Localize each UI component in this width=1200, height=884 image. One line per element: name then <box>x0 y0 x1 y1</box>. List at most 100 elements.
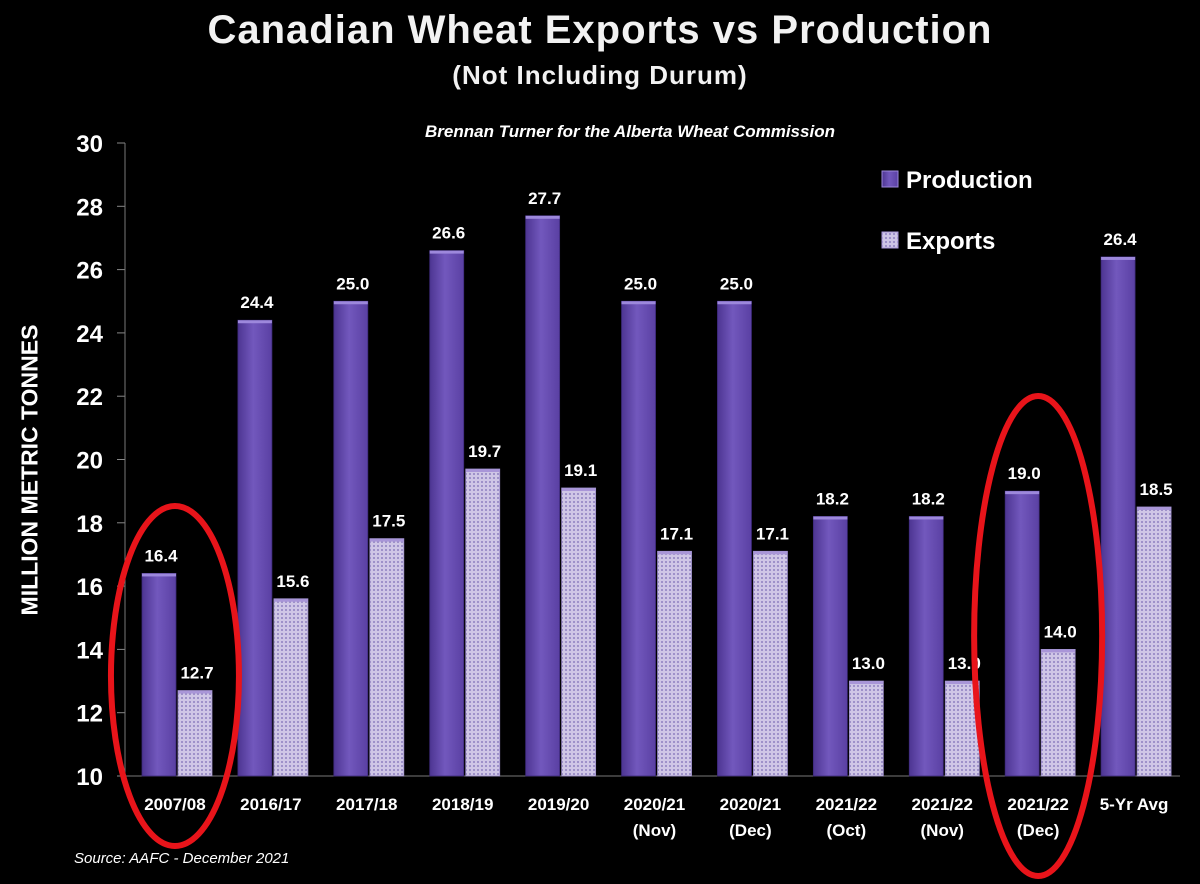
exports-bar-top <box>369 538 404 542</box>
x-tick-label: 2021/22 <box>816 795 877 814</box>
x-tick-label: 2018/19 <box>432 795 493 814</box>
y-tick-label: 24 <box>76 321 103 348</box>
production-value-label: 27.7 <box>528 189 561 208</box>
production-bar-top <box>813 516 848 520</box>
x-tick-label: (Nov) <box>633 821 676 840</box>
exports-value-label: 17.1 <box>756 524 789 543</box>
y-axis: 10 12 14 16 18 20 22 24 26 28 30 <box>76 131 1180 791</box>
exports-value-label: 14.0 <box>1044 622 1077 641</box>
production-bar <box>237 319 273 777</box>
x-tick-label: (Nov) <box>921 821 964 840</box>
chart-subtitle: (Not Including Durum) <box>452 60 748 90</box>
chart-title: Canadian Wheat Exports vs Production <box>207 8 993 52</box>
production-value-label: 18.2 <box>816 489 849 508</box>
y-tick-label: 20 <box>76 448 103 475</box>
highlight-ellipses <box>107 393 1106 879</box>
exports-value-label: 19.7 <box>468 442 501 461</box>
exports-value-label: 13.0 <box>852 654 885 673</box>
exports-bar <box>177 690 213 777</box>
production-value-label: 24.4 <box>240 293 274 312</box>
production-bar-top <box>1101 256 1136 260</box>
x-tick-label: (Dec) <box>729 821 772 840</box>
x-tick-label: 2020/21 <box>624 795 685 814</box>
exports-value-label: 15.6 <box>276 572 309 591</box>
exports-bar-top <box>657 551 692 555</box>
production-bar-top <box>237 320 272 324</box>
y-tick-label: 14 <box>76 637 103 664</box>
highlight-ellipse <box>107 503 242 849</box>
legend-exports-swatch <box>881 231 899 249</box>
exports-bar <box>657 550 692 777</box>
x-tick-label: 2020/21 <box>720 795 781 814</box>
source-note: Source: AAFC - December 2021 <box>74 850 290 867</box>
y-tick-label: 10 <box>76 764 103 791</box>
x-tick-label: 2021/22 <box>912 795 973 814</box>
exports-value-label: 18.5 <box>1140 480 1173 499</box>
production-bar <box>525 215 561 777</box>
exports-value-label: 17.1 <box>660 524 693 543</box>
exports-bar-top <box>1137 506 1172 510</box>
exports-bar-top <box>1041 649 1076 653</box>
exports-bar-top <box>945 681 980 685</box>
legend-production-label: Production <box>906 167 1033 194</box>
exports-bar-top <box>561 487 596 491</box>
highlight-ellipse <box>971 393 1106 879</box>
production-bar-top <box>142 573 176 577</box>
production-value-label: 19.0 <box>1008 464 1041 483</box>
production-value-label: 18.2 <box>912 489 945 508</box>
legend-exports-label: Exports <box>906 228 995 255</box>
x-tick-label: (Oct) <box>826 821 866 840</box>
x-tick-label: 2017/18 <box>336 795 397 814</box>
production-bar-top <box>429 250 464 254</box>
exports-bar-top <box>753 551 788 555</box>
y-tick-label: 30 <box>76 131 103 158</box>
exports-bar <box>1040 649 1076 777</box>
y-tick-label: 18 <box>76 511 103 538</box>
y-tick-label: 26 <box>76 258 103 285</box>
x-tick-label: 5-Yr Avg <box>1100 795 1169 814</box>
production-bar-top <box>909 516 944 520</box>
production-value-label: 25.0 <box>336 274 369 293</box>
production-bar <box>717 300 752 777</box>
production-bar <box>621 300 656 777</box>
production-bar <box>1100 256 1136 777</box>
production-bar <box>1004 490 1040 777</box>
exports-bar-top <box>849 681 884 685</box>
production-value-label: 25.0 <box>720 274 753 293</box>
legend-production-swatch <box>881 170 899 188</box>
exports-bar <box>1136 506 1172 777</box>
exports-bar <box>848 680 884 777</box>
production-value-label: 16.4 <box>144 546 178 565</box>
legend: Production Exports <box>881 167 1033 255</box>
y-tick-label: 16 <box>76 574 103 601</box>
production-value-label: 26.4 <box>1104 230 1138 249</box>
exports-value-label: 19.1 <box>564 461 597 480</box>
exports-bar <box>465 468 501 777</box>
production-bar-top <box>1005 491 1040 495</box>
exports-value-label: 17.5 <box>372 512 405 531</box>
exports-bar-top <box>178 690 212 694</box>
y-tick-label: 28 <box>76 194 103 221</box>
production-bar <box>333 300 369 777</box>
x-axis: 2007/08 2016/17 2017/18 2018/19 2019/20 2020/… <box>144 795 1168 840</box>
exports-bar <box>273 598 309 777</box>
production-bar <box>141 573 177 777</box>
exports-bar <box>753 550 788 777</box>
production-bar-top <box>333 301 368 305</box>
exports-value-label: 12.7 <box>180 664 213 683</box>
y-tick-label: 12 <box>76 701 103 728</box>
x-tick-label: 2016/17 <box>240 795 301 814</box>
x-tick-label: 2007/08 <box>144 795 205 814</box>
x-tick-label: 2021/22 <box>1007 795 1068 814</box>
chart-credit: Brennan Turner for the Alberta Wheat Com… <box>425 122 835 141</box>
exports-bar-top <box>273 598 308 602</box>
production-bar <box>429 250 465 777</box>
production-bar <box>812 516 848 777</box>
bars: 16.4 12.7 24.4 15.6 25.0 17.5 26.6 19.7 27.7 19.1… <box>141 189 1173 777</box>
exports-bar <box>369 538 405 777</box>
production-bar-top <box>717 301 752 305</box>
exports-bar <box>561 487 597 777</box>
y-tick-label: 22 <box>76 384 103 411</box>
production-value-label: 25.0 <box>624 274 657 293</box>
